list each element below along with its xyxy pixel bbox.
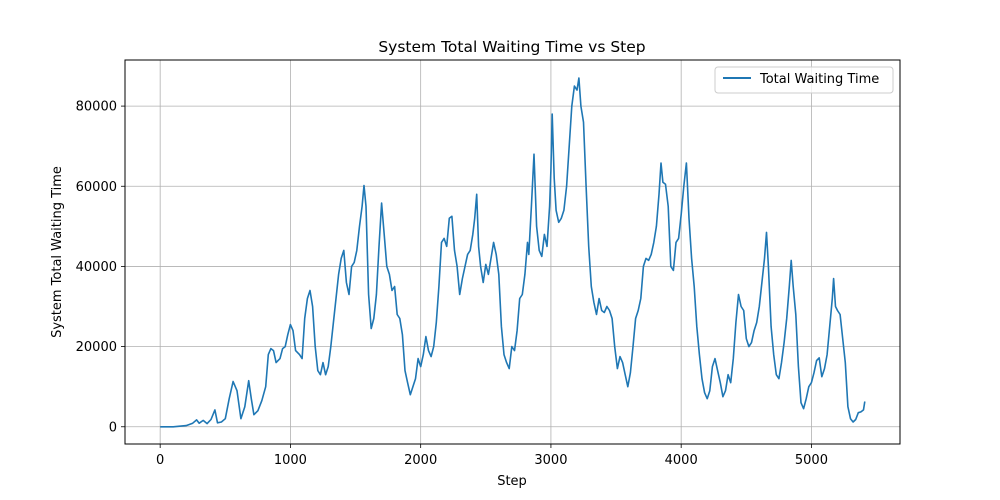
plot-area-frame — [124, 59, 901, 445]
y-tick-label: 80000 — [76, 100, 117, 115]
legend: Total Waiting Time — [714, 66, 894, 94]
y-tick-label: 60000 — [76, 180, 117, 195]
x-axis-label: Step — [497, 474, 527, 489]
chart-title: System Total Waiting Time vs Step — [378, 38, 645, 56]
y-tick-label: 20000 — [76, 340, 117, 355]
x-tick-label: 2000 — [404, 453, 437, 468]
y-axis-ticks: 0 20000 40000 60000 80000 — [76, 100, 125, 435]
legend-label: Total Waiting Time — [759, 72, 879, 87]
y-axis-label: System Total Waiting Time — [50, 166, 65, 338]
x-tick-label: 4000 — [665, 453, 698, 468]
grid-lines — [125, 60, 900, 444]
x-axis-ticks: 0 1000 2000 3000 4000 5000 — [156, 444, 828, 468]
y-tick-label: 0 — [109, 420, 117, 435]
x-tick-label: 5000 — [795, 453, 828, 468]
x-tick-label: 1000 — [274, 453, 307, 468]
x-tick-label: 3000 — [534, 453, 567, 468]
legend-box — [714, 66, 894, 94]
series-lines — [160, 77, 866, 428]
y-tick-label: 40000 — [76, 260, 117, 275]
x-tick-label: 0 — [156, 453, 164, 468]
series-line — [160, 77, 866, 428]
